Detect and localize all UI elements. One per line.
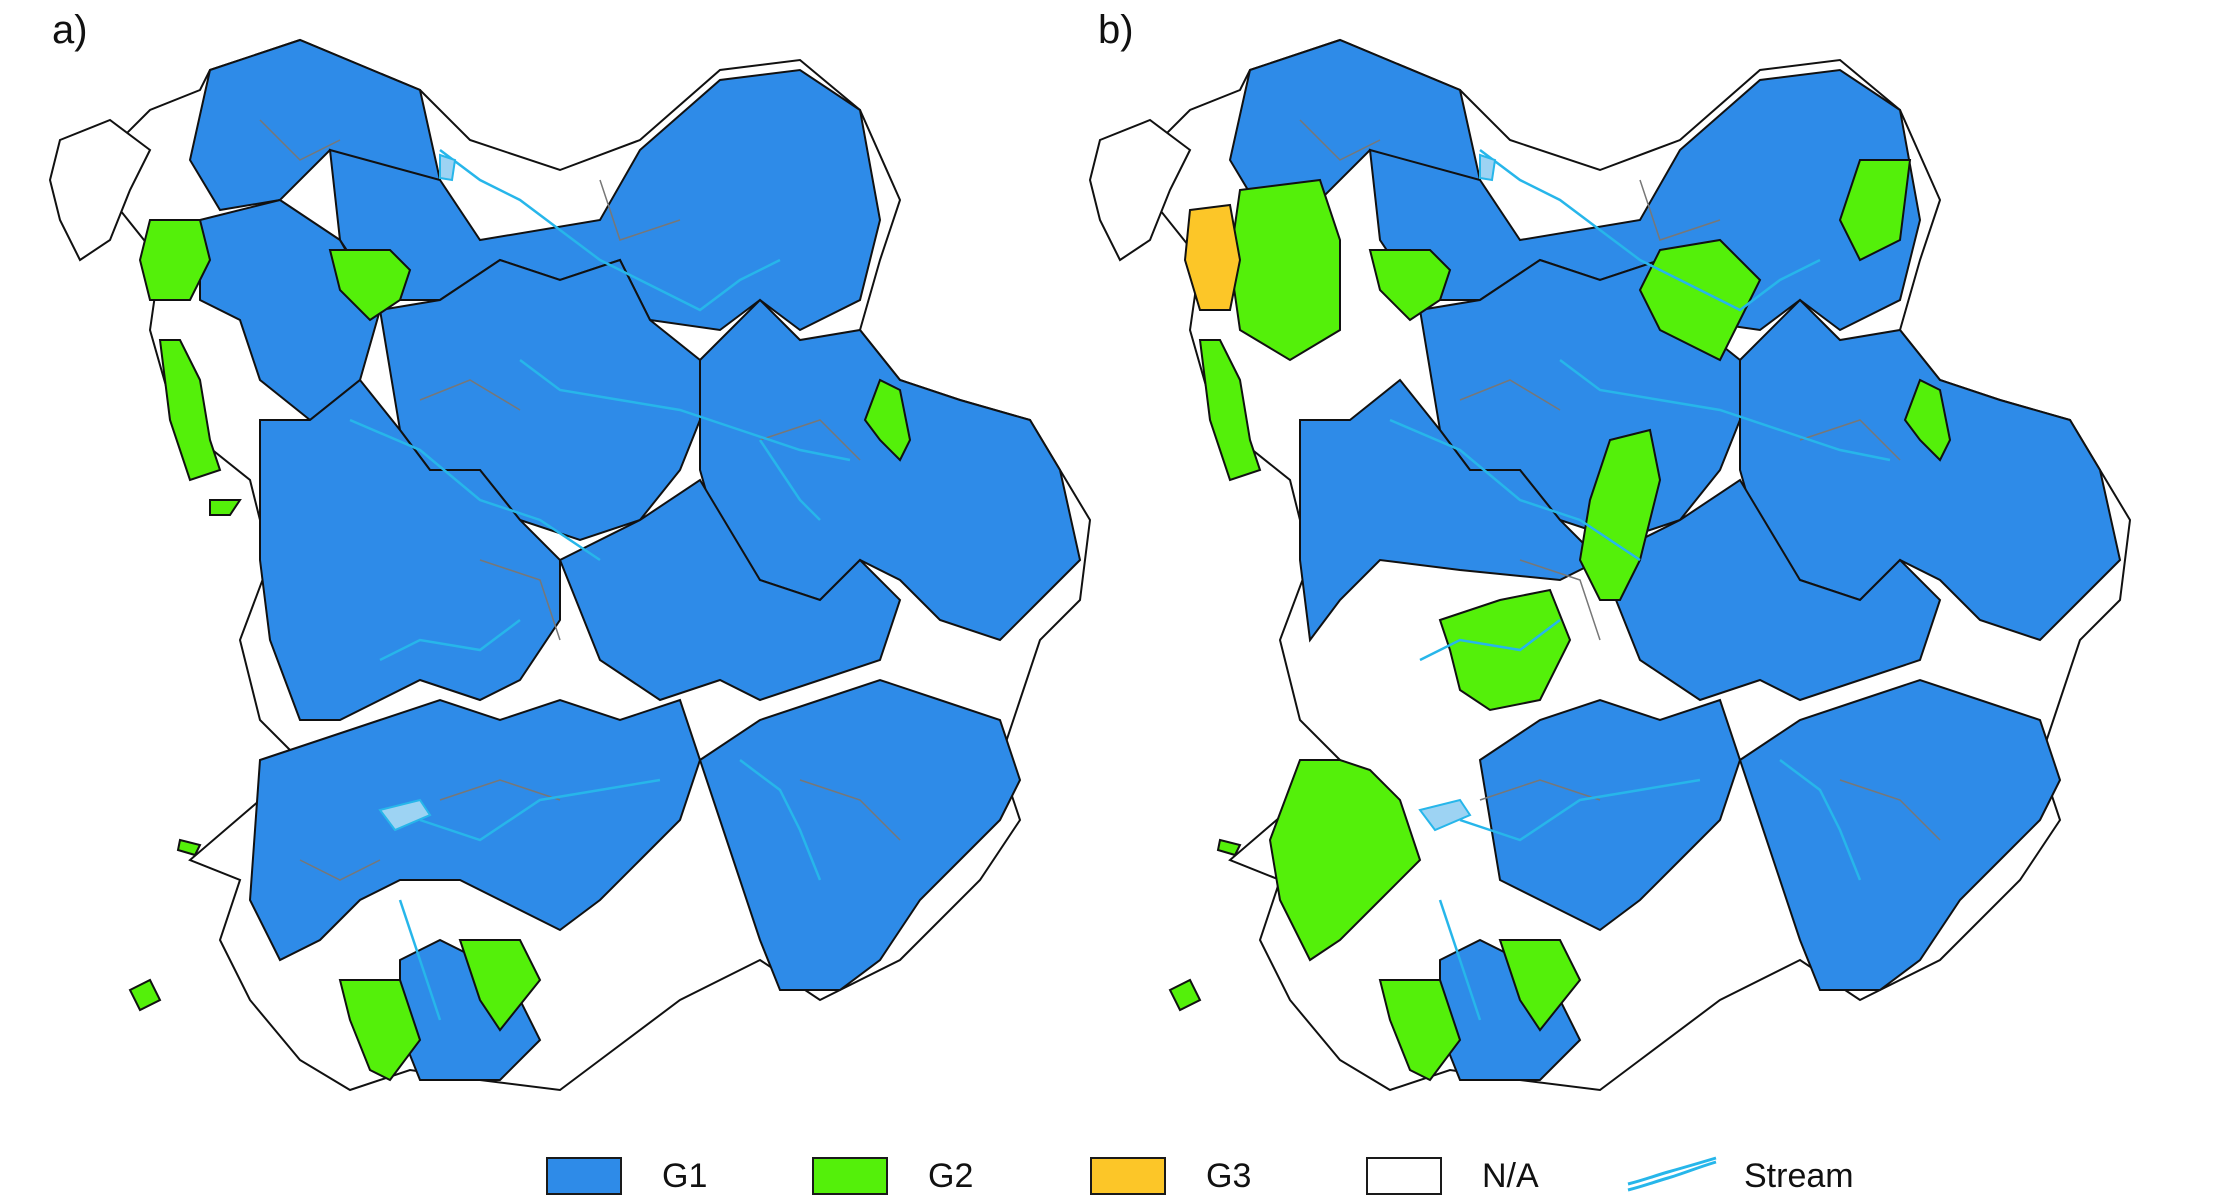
g2-zones	[1198, 159, 1952, 1082]
island-outline	[1088, 118, 1192, 262]
sub-boundaries	[259, 119, 901, 881]
water-bodies	[378, 153, 457, 832]
legend-swatch-g3	[1090, 1157, 1166, 1195]
legend-item-g2: G2	[812, 1150, 973, 1202]
legend-label-g1: G1	[662, 1156, 708, 1195]
water-bodies	[1418, 153, 1497, 832]
panel-a-label: a)	[52, 8, 88, 52]
g3-zones	[1183, 203, 1242, 311]
small-islands	[128, 838, 202, 1012]
stream-icon	[1627, 1156, 1717, 1192]
panel-b-label: b)	[1098, 8, 1134, 52]
legend-label-stream: Stream	[1744, 1156, 1854, 1195]
legend-swatch-g1	[546, 1157, 622, 1195]
map-b	[1088, 38, 2132, 1092]
legend-label-g3: G3	[1206, 1156, 1252, 1195]
sub-boundaries	[1299, 119, 1941, 841]
legend-label-na: N/A	[1482, 1156, 1539, 1195]
small-islands	[1168, 838, 1242, 1012]
g1-zones	[188, 38, 1082, 1081]
g2-zones	[138, 219, 912, 1082]
legend-swatch-na	[1366, 1157, 1442, 1195]
map-a	[48, 38, 1092, 1092]
legend-item-stream: Stream	[1624, 1150, 1854, 1202]
legend-item-na: N/A	[1366, 1150, 1539, 1202]
stream-network	[1389, 149, 1891, 1021]
map-legend: G1 G2 G3 N/A Stream	[0, 1150, 2226, 1202]
island-outline	[48, 118, 152, 262]
legend-item-g1: G1	[546, 1150, 707, 1202]
legend-label-g2: G2	[928, 1156, 974, 1195]
legend-item-g3: G3	[1090, 1150, 1251, 1202]
stream-network	[349, 149, 851, 1021]
legend-swatch-g2	[812, 1157, 888, 1195]
